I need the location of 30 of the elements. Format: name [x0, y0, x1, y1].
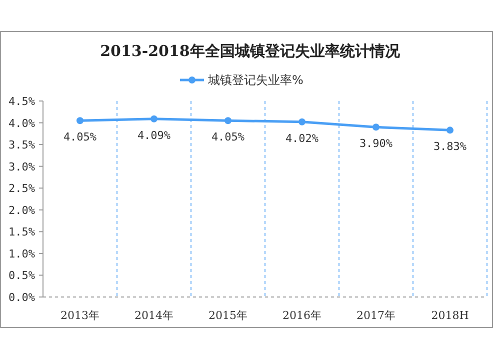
y-tick-label: 1.0%	[8, 247, 36, 260]
y-tick-label: 0.0%	[8, 291, 36, 304]
x-tick-label: 2017年	[356, 309, 396, 322]
point	[76, 117, 84, 124]
data-label: 4.05%	[63, 130, 97, 144]
x-tick-label: 2014年	[134, 309, 174, 322]
chart-title: 2013-2018年全国城镇登记失业率统计情况	[100, 42, 401, 60]
point	[224, 117, 232, 124]
x-tick-label: 2018H	[431, 309, 469, 322]
point	[446, 126, 454, 134]
data-label: 3.90%	[359, 137, 393, 150]
x-tick-label: 2013年	[60, 309, 100, 322]
y-tick-label: 4.5%	[8, 95, 36, 108]
legend-label: 城镇登记失业率%	[207, 73, 304, 87]
y-tick-label: 0.5%	[8, 269, 36, 282]
x-tick-label: 2015年	[208, 309, 248, 322]
x-tick-label: 2016年	[282, 309, 322, 322]
data-label: 4.05%	[211, 130, 245, 144]
y-tick-label: 3.0%	[8, 160, 36, 174]
point	[298, 118, 306, 126]
y-tick-label: 1.5%	[8, 226, 36, 239]
y-tick-label: 4.0%	[8, 116, 36, 130]
data-label: 4.02%	[285, 132, 319, 145]
data-label: 3.83%	[433, 140, 467, 154]
y-tick-label: 2.5%	[8, 182, 36, 196]
y-tick-label: 2.0%	[8, 204, 36, 217]
point	[150, 115, 158, 122]
y-tick-label: 3.5%	[8, 138, 36, 152]
data-label: 4.09%	[137, 128, 171, 142]
point	[372, 124, 380, 131]
